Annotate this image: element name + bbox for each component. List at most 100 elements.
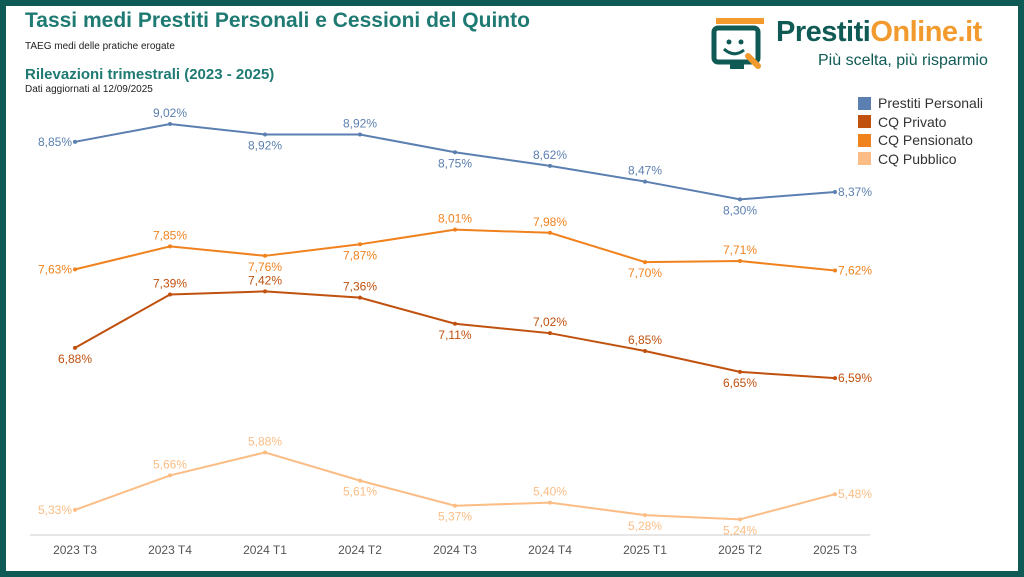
legend-swatch [858,115,871,129]
legend: Prestiti Personali CQ Privato CQ Pensionat… [858,94,983,168]
data-point [738,369,742,374]
data-point [73,139,77,144]
data-label: 8,75% [438,156,472,170]
x-tick-label: 2025 T1 [623,543,667,557]
x-tick-label: 2024 T1 [243,543,287,557]
data-label: 8,92% [248,139,282,153]
legend-item: CQ Privato [858,113,983,132]
data-point [358,478,362,483]
data-point [643,348,647,353]
data-label: 5,48% [838,487,872,501]
chart-frame [6,6,1018,571]
data-point [453,503,457,508]
data-point [73,267,77,272]
legend-item: CQ Pensionato [858,131,983,150]
data-point [168,292,172,297]
legend-label: CQ Pensionato [878,132,973,149]
data-point [833,268,837,273]
subtitle: TAEG medi delle pratiche erogate [25,41,175,52]
data-label: 7,63% [38,262,72,276]
data-point [548,500,552,505]
data-point [168,244,172,249]
legend-swatch [858,133,871,147]
x-tick-label: 2024 T2 [338,543,382,557]
legend-label: Prestiti Personali [878,95,984,112]
data-point [738,197,742,202]
data-point [833,190,837,195]
data-point [643,513,647,518]
data-point [73,345,77,350]
x-tick-label: 2023 T3 [53,543,97,557]
x-tick-label: 2025 T3 [813,543,857,557]
data-point [548,230,552,235]
x-tick-label: 2024 T4 [528,543,572,557]
data-label: 5,24% [723,523,757,537]
data-label: 6,85% [628,333,662,347]
data-label: 7,76% [248,260,282,274]
data-label: 5,28% [628,519,662,533]
data-label: 8,62% [533,148,567,162]
x-tick-label: 2024 T3 [433,543,477,557]
data-point [358,132,362,137]
data-label: 5,40% [533,485,567,499]
data-label: 7,42% [248,273,282,287]
data-label: 7,70% [628,266,662,280]
monitor-smiley-icon [711,18,764,69]
data-label: 7,39% [153,276,187,290]
data-point [738,517,742,522]
data-point [263,450,267,455]
page-title: Tassi medi Prestiti Personali e Cessioni… [25,9,530,32]
tagline: Più scelta, più risparmio [818,52,988,69]
data-point [453,227,457,232]
data-point [263,253,267,258]
data-point [548,331,552,336]
data-point [358,295,362,300]
data-point [168,122,172,127]
data-label: 8,30% [723,203,757,217]
data-label: 7,71% [723,243,757,257]
data-label: 6,88% [58,352,92,366]
section-title: Rilevazioni trimestrali (2023 - 2025) [25,66,275,83]
logo: PrestitiOnline.it Più scelta, più rispar… [708,12,998,76]
data-label: 8,85% [38,135,72,149]
data-label: 8,92% [343,117,377,131]
data-label: 7,11% [438,328,471,342]
legend-swatch [858,152,871,166]
data-point [833,492,837,497]
data-label: 5,61% [343,485,377,499]
data-point [73,507,77,512]
data-label: 6,59% [838,371,872,385]
x-tick-label: 2025 T2 [718,543,762,557]
brand-name: PrestitiOnline.it [776,16,982,48]
legend-item: Prestiti Personali [858,94,983,113]
data-point [643,179,647,184]
data-label: 7,02% [533,315,567,329]
series-line [74,228,836,272]
data-label: 5,37% [438,510,472,524]
data-point [643,260,647,265]
data-label: 6,65% [723,376,757,390]
data-label: 5,66% [153,457,187,471]
data-point [738,259,742,264]
x-tick-label: 2023 T4 [148,543,192,557]
data-point [263,289,267,294]
data-point [453,150,457,155]
data-point [833,376,837,381]
data-label: 8,01% [438,212,472,226]
legend-label: CQ Privato [878,113,947,130]
update-note: Dati aggiornati al 12/09/2025 [25,84,153,95]
data-label: 7,36% [343,280,377,294]
legend-label: CQ Pubblico [878,150,957,167]
data-point [168,473,172,478]
data-label: 5,33% [38,503,72,517]
data-label: 7,85% [153,228,187,242]
data-point [263,132,267,137]
data-point [358,242,362,247]
data-label: 5,88% [248,434,282,448]
data-label: 8,37% [838,185,872,199]
data-label: 7,98% [533,215,567,229]
data-label: 7,62% [838,263,872,277]
data-label: 8,47% [628,164,662,178]
data-point [453,321,457,326]
